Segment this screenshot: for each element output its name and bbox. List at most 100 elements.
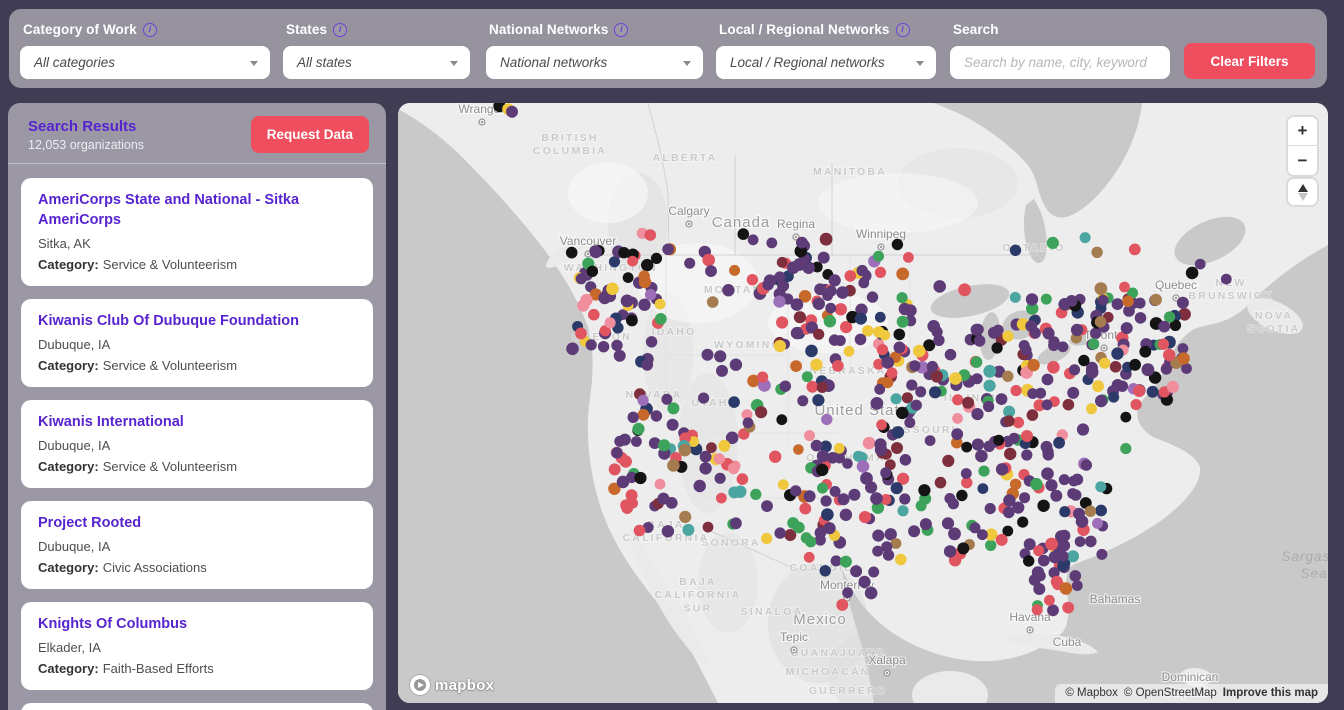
organization-dot[interactable] — [876, 344, 889, 356]
organization-dot[interactable] — [1073, 507, 1085, 520]
organization-dot[interactable] — [817, 251, 830, 264]
organization-dot[interactable] — [803, 551, 815, 563]
organization-dot[interactable] — [1009, 244, 1022, 256]
organization-dot[interactable] — [1220, 273, 1232, 285]
organization-dot[interactable] — [1040, 440, 1053, 453]
organization-dot[interactable] — [839, 508, 853, 521]
organization-dot[interactable] — [608, 463, 621, 476]
organization-dot[interactable] — [728, 396, 740, 408]
organization-dot[interactable] — [1111, 347, 1124, 360]
organization-dot[interactable] — [1027, 388, 1039, 399]
organization-dot[interactable] — [812, 394, 825, 407]
organization-dot[interactable] — [1088, 338, 1100, 350]
organization-dot[interactable] — [716, 364, 728, 377]
organization-name[interactable]: Knights Of Columbus — [38, 616, 188, 632]
organization-dot[interactable] — [779, 380, 791, 392]
organization-dot[interactable] — [991, 342, 1003, 354]
organization-dot[interactable] — [1095, 481, 1107, 493]
organization-dot[interactable] — [801, 371, 813, 383]
organization-dot[interactable] — [588, 308, 600, 321]
organization-dot[interactable] — [993, 434, 1005, 446]
organization-dot[interactable] — [790, 485, 802, 497]
organization-dot[interactable] — [829, 486, 841, 497]
organization-dot[interactable] — [742, 417, 754, 429]
organization-dot[interactable] — [886, 367, 898, 379]
organization-dot[interactable] — [667, 402, 680, 415]
organization-dot[interactable] — [1084, 505, 1097, 517]
organization-dot[interactable] — [1059, 582, 1073, 595]
organization-dot[interactable] — [971, 438, 985, 451]
organization-dot[interactable] — [915, 386, 927, 398]
organization-dot[interactable] — [1057, 560, 1069, 572]
organization-dot[interactable] — [833, 442, 845, 454]
organization-dot[interactable] — [644, 229, 657, 241]
organization-dot[interactable] — [880, 494, 892, 505]
organization-dot[interactable] — [1068, 364, 1081, 376]
organization-dot[interactable] — [654, 478, 666, 490]
info-icon[interactable]: i — [614, 22, 629, 37]
organization-dot[interactable] — [814, 283, 826, 296]
organization-dot[interactable] — [896, 292, 908, 304]
organization-dot[interactable] — [1099, 357, 1111, 369]
organization-dot[interactable] — [821, 413, 833, 426]
organization-dot[interactable] — [1027, 358, 1040, 372]
organization-name[interactable]: AmeriCorps State and National - Sitka Am… — [38, 192, 300, 228]
organization-dot[interactable] — [798, 290, 812, 303]
organization-dot[interactable] — [737, 228, 750, 240]
organization-dot[interactable] — [766, 237, 778, 249]
organization-dot[interactable] — [983, 364, 997, 378]
organization-dot[interactable] — [1035, 387, 1047, 399]
organization-dot[interactable] — [608, 256, 621, 268]
organization-dot[interactable] — [1003, 506, 1015, 519]
organization-dot[interactable] — [873, 358, 885, 370]
organization-dot[interactable] — [864, 586, 878, 600]
organization-dot[interactable] — [975, 449, 988, 463]
organization-dot[interactable] — [1181, 363, 1192, 374]
organization-dot[interactable] — [580, 293, 593, 307]
organization-dot[interactable] — [787, 261, 800, 274]
organization-dot[interactable] — [956, 489, 968, 502]
organization-name[interactable]: Kiwanis International — [38, 414, 184, 430]
organization-dot[interactable] — [1040, 293, 1052, 305]
organization-dot[interactable] — [1157, 338, 1169, 350]
organization-dot[interactable] — [637, 394, 649, 406]
organization-dot[interactable] — [1059, 506, 1071, 518]
organization-dot[interactable] — [1164, 311, 1176, 323]
organization-dot[interactable] — [1057, 550, 1069, 562]
organization-dot[interactable] — [866, 291, 879, 303]
organization-dot[interactable] — [793, 311, 806, 324]
organization-dot[interactable] — [1046, 236, 1059, 249]
organization-dot[interactable] — [1119, 281, 1130, 293]
organization-dot[interactable] — [855, 303, 868, 316]
organization-dot[interactable] — [1026, 409, 1039, 421]
organization-dot[interactable] — [971, 408, 984, 421]
organization-dot[interactable] — [1097, 294, 1109, 306]
organization-dot[interactable] — [641, 258, 654, 272]
organization-dot[interactable] — [803, 490, 816, 503]
organization-dot[interactable] — [774, 271, 786, 283]
organization-dot[interactable] — [970, 323, 983, 336]
organization-dot[interactable] — [1128, 243, 1141, 256]
organization-dot[interactable] — [613, 349, 626, 362]
organization-dot[interactable] — [943, 545, 957, 558]
organization-dot[interactable] — [942, 454, 955, 467]
organization-dot[interactable] — [1158, 320, 1171, 333]
organization-dot[interactable] — [971, 373, 983, 385]
organization-dot[interactable] — [978, 465, 990, 477]
organization-dot[interactable] — [854, 333, 867, 346]
organization-dot[interactable] — [951, 436, 963, 449]
organization-dot[interactable] — [812, 297, 825, 310]
organization-dot[interactable] — [790, 298, 804, 311]
organization-dot[interactable] — [1067, 386, 1080, 399]
organization-dot[interactable] — [684, 257, 696, 269]
organization-dot[interactable] — [918, 484, 931, 497]
organization-dot[interactable] — [1120, 411, 1132, 423]
organization-dot[interactable] — [862, 436, 876, 450]
organization-dot[interactable] — [806, 380, 819, 393]
organization-dot[interactable] — [957, 542, 970, 555]
organization-dot[interactable] — [962, 396, 975, 409]
organization-dot[interactable] — [843, 345, 855, 357]
organization-dot[interactable] — [747, 374, 760, 388]
organization-dot[interactable] — [1090, 327, 1102, 339]
organization-dot[interactable] — [884, 528, 897, 541]
